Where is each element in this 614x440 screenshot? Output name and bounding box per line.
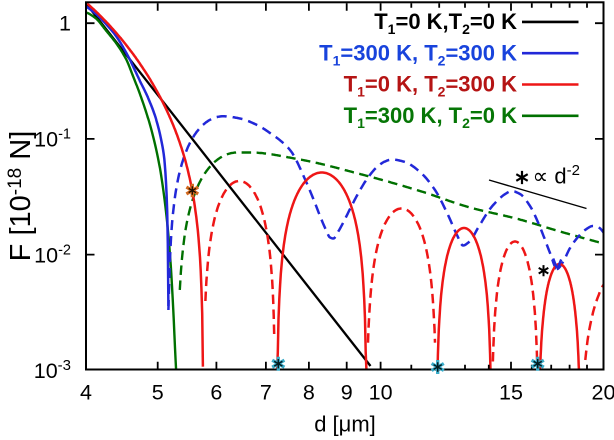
svg-text:F [10-18 N]: F [10-18 N] (5, 131, 37, 262)
svg-text:15: 15 (499, 380, 523, 404)
svg-text:T1=300 K, T2=300 K: T1=300 K, T2=300 K (319, 40, 517, 68)
svg-text:5: 5 (152, 380, 164, 404)
svg-text:1: 1 (59, 12, 71, 36)
svg-text:4: 4 (80, 380, 92, 404)
svg-text:9: 9 (341, 380, 353, 404)
svg-text:7: 7 (260, 380, 272, 404)
svg-text:T1=300 K, T2=0 K: T1=300 K, T2=0 K (344, 103, 517, 131)
svg-text:∝ d-2: ∝ d-2 (533, 162, 580, 189)
svg-text:20: 20 (592, 380, 614, 404)
svg-text:10: 10 (369, 380, 393, 404)
svg-text:6: 6 (210, 380, 222, 404)
svg-text:8: 8 (303, 380, 315, 404)
svg-text:T1=0 K, T2=300 K: T1=0 K, T2=300 K (344, 72, 517, 100)
svg-text:T1=0 K,T2=0 K: T1=0 K,T2=0 K (374, 9, 517, 37)
svg-text:d [μm]: d [μm] (314, 412, 376, 437)
